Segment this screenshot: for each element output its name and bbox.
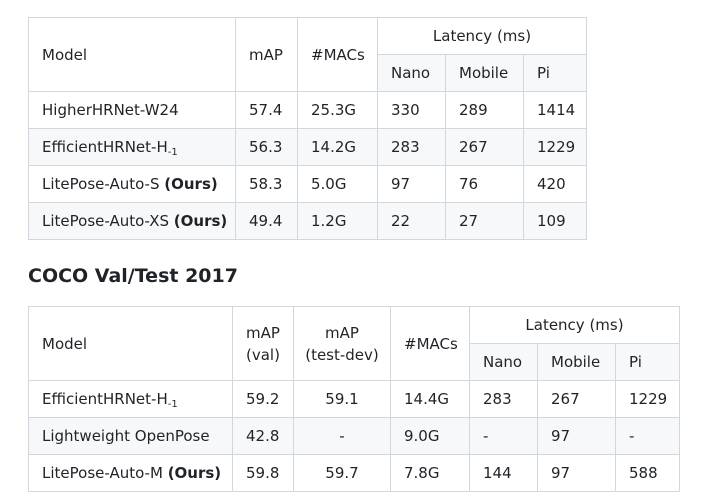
cell-macs: 7.8G [390, 454, 470, 492]
header-pi: Pi [615, 343, 680, 381]
cell-mobile: 76 [445, 165, 524, 203]
cell-model: EfficientHRNet-H-1 [28, 128, 236, 166]
cell-model: Lightweight OpenPose [28, 417, 233, 455]
section-heading: COCO Val/Test 2017 [28, 265, 238, 287]
cell-macs: 9.0G [390, 417, 470, 455]
cell-model: LitePose-Auto-XS (Ours) [28, 202, 236, 240]
table-row: LitePose-Auto-XS (Ours) 49.4 1.2G 22 27 … [28, 202, 587, 240]
cell-map-test: 59.7 [293, 454, 391, 492]
cell-macs: 1.2G [297, 202, 378, 240]
cell-map-test: - [293, 417, 391, 455]
cell-pi: 1229 [615, 380, 680, 418]
cell-model: HigherHRNet-W24 [28, 91, 236, 129]
cell-map: 57.4 [235, 91, 298, 129]
cell-model: LitePose-Auto-S (Ours) [28, 165, 236, 203]
table-row: LitePose-Auto-M (Ours) 59.8 59.7 7.8G 14… [28, 454, 680, 492]
header-nano: Nano [469, 343, 538, 381]
cell-nano: - [469, 417, 538, 455]
header-map: mAP [235, 17, 298, 92]
latency-table-1: Model mAP #MACs Latency (ms) Nano Mobile… [28, 17, 587, 240]
cell-nano: 144 [469, 454, 538, 492]
cell-map-val: 59.8 [232, 454, 294, 492]
header-mobile: Mobile [445, 54, 524, 92]
table-row: EfficientHRNet-H-1 56.3 14.2G 283 267 12… [28, 128, 587, 166]
cell-pi: 109 [523, 202, 587, 240]
cell-map: 58.3 [235, 165, 298, 203]
cell-pi: 1229 [523, 128, 587, 166]
cell-mobile: 289 [445, 91, 524, 129]
cell-model: LitePose-Auto-M (Ours) [28, 454, 233, 492]
cell-model: EfficientHRNet-H-1 [28, 380, 233, 418]
header-latency: Latency (ms) [469, 306, 680, 344]
cell-mobile: 267 [445, 128, 524, 166]
cell-map-test: 59.1 [293, 380, 391, 418]
cell-mobile: 97 [537, 417, 616, 455]
header-map-val: mAP (val) [232, 306, 294, 381]
header-latency: Latency (ms) [377, 17, 587, 55]
header-model: Model [28, 306, 233, 381]
cell-map-val: 59.2 [232, 380, 294, 418]
cell-map-val: 42.8 [232, 417, 294, 455]
header-macs: #MACs [390, 306, 470, 381]
cell-pi: 588 [615, 454, 680, 492]
header-map-test: mAP (test-dev) [293, 306, 391, 381]
cell-map: 49.4 [235, 202, 298, 240]
cell-macs: 5.0G [297, 165, 378, 203]
header-nano: Nano [377, 54, 446, 92]
cell-mobile: 267 [537, 380, 616, 418]
cell-mobile: 27 [445, 202, 524, 240]
table-row: LitePose-Auto-S (Ours) 58.3 5.0G 97 76 4… [28, 165, 587, 203]
cell-macs: 25.3G [297, 91, 378, 129]
cell-pi: 420 [523, 165, 587, 203]
cell-nano: 97 [377, 165, 446, 203]
cell-nano: 330 [377, 91, 446, 129]
cell-mobile: 97 [537, 454, 616, 492]
cell-macs: 14.4G [390, 380, 470, 418]
table-row: Lightweight OpenPose 42.8 - 9.0G - 97 - [28, 417, 680, 455]
header-pi: Pi [523, 54, 587, 92]
cell-nano: 22 [377, 202, 446, 240]
cell-pi: 1414 [523, 91, 587, 129]
cell-pi: - [615, 417, 680, 455]
header-macs: #MACs [297, 17, 378, 92]
cell-nano: 283 [469, 380, 538, 418]
cell-nano: 283 [377, 128, 446, 166]
cell-macs: 14.2G [297, 128, 378, 166]
latency-table-2: Model mAP (val) mAP (test-dev) #MACs Laten… [28, 306, 680, 492]
header-model: Model [28, 17, 236, 92]
cell-map: 56.3 [235, 128, 298, 166]
header-mobile: Mobile [537, 343, 616, 381]
table-row: HigherHRNet-W24 57.4 25.3G 330 289 1414 [28, 91, 587, 129]
table-row: EfficientHRNet-H-1 59.2 59.1 14.4G 283 2… [28, 380, 680, 418]
